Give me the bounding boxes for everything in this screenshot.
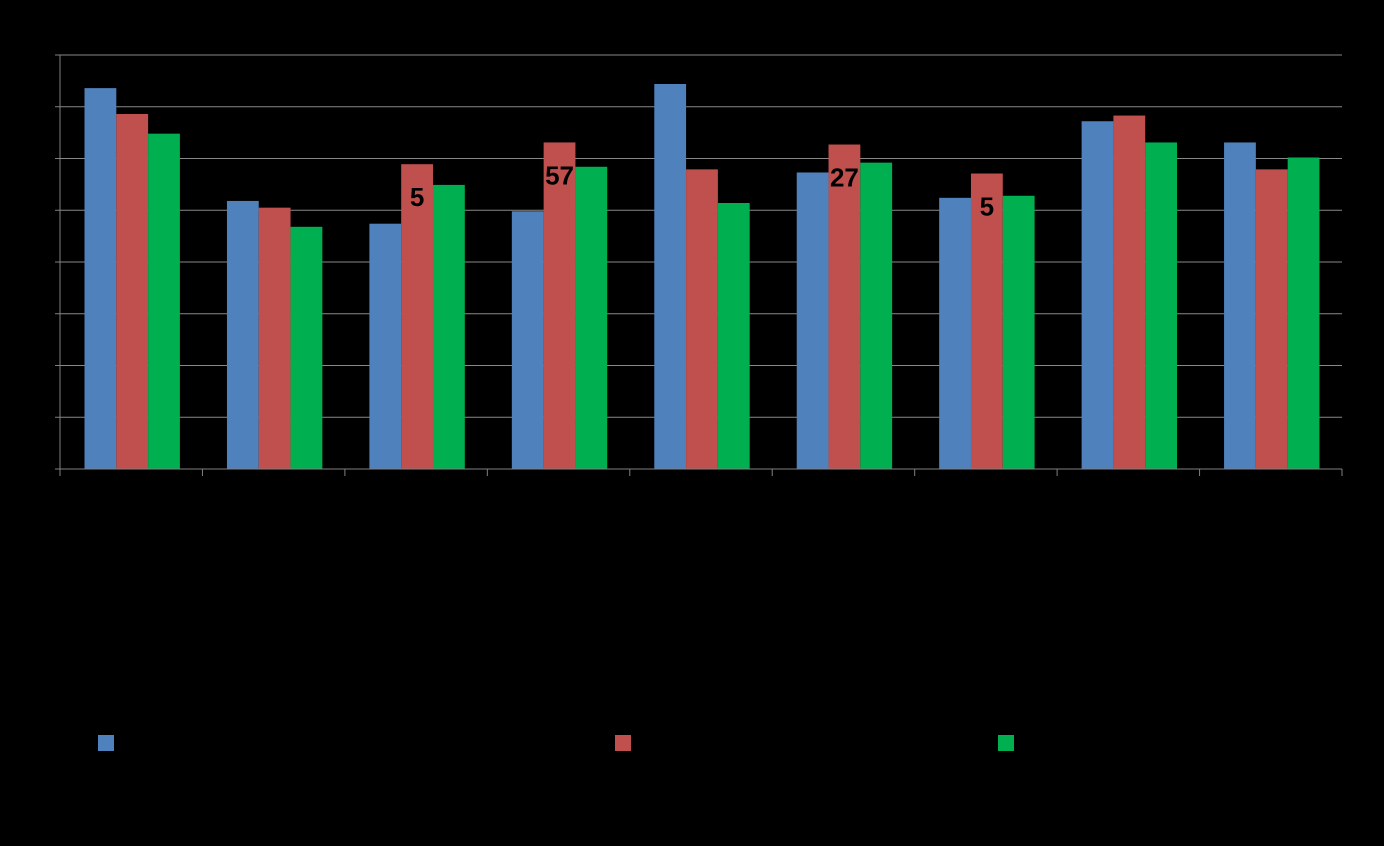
bars — [84, 83, 1320, 470]
bar-series2-cat4 — [543, 142, 576, 469]
bar-series2-cat5 — [686, 169, 718, 469]
bar-series2-cat2 — [258, 207, 291, 469]
bar-series1-cat2 — [226, 200, 259, 469]
data-labels: 5 57 27 5 — [410, 160, 994, 221]
bar-series2-cat6 — [828, 144, 861, 469]
bar-series1-cat7 — [939, 197, 971, 469]
bar-series1-cat8 — [1081, 121, 1114, 470]
bar-series2-cat7 — [970, 173, 1003, 469]
data-label-4: 5 — [980, 192, 994, 222]
bar-series1-cat3 — [369, 223, 402, 469]
bar-series2-cat3 — [401, 164, 433, 469]
legend-swatch-series2 — [615, 735, 631, 751]
bar-series1-cat5 — [654, 83, 687, 469]
bar-series2-cat1 — [116, 113, 149, 470]
axes — [55, 54, 1343, 476]
bar-series3-cat1 — [148, 133, 180, 469]
data-label-3: 27 — [830, 163, 859, 193]
bar-series3-cat2 — [290, 226, 323, 469]
bar-series2-cat8 — [1113, 115, 1146, 470]
bar-series3-cat3 — [432, 184, 465, 469]
legend — [98, 735, 1014, 751]
bar-series3-cat6 — [860, 162, 893, 469]
bar-series3-cat4 — [575, 166, 608, 469]
bar-series3-cat7 — [1002, 195, 1035, 469]
bar-series1-cat4 — [511, 211, 544, 469]
bar-series3-cat5 — [717, 203, 750, 469]
data-label-2: 57 — [545, 160, 574, 190]
bar-series1-cat9 — [1224, 142, 1256, 469]
legend-swatch-series3 — [998, 735, 1014, 751]
bar-series1-cat6 — [796, 172, 829, 469]
bar-series3-cat9 — [1287, 157, 1320, 469]
bar-series1-cat1 — [84, 88, 117, 470]
data-label-1: 5 — [410, 182, 424, 212]
legend-swatch-series1 — [98, 735, 114, 751]
bar-series2-cat9 — [1255, 169, 1288, 469]
bar-series3-cat8 — [1145, 142, 1178, 469]
